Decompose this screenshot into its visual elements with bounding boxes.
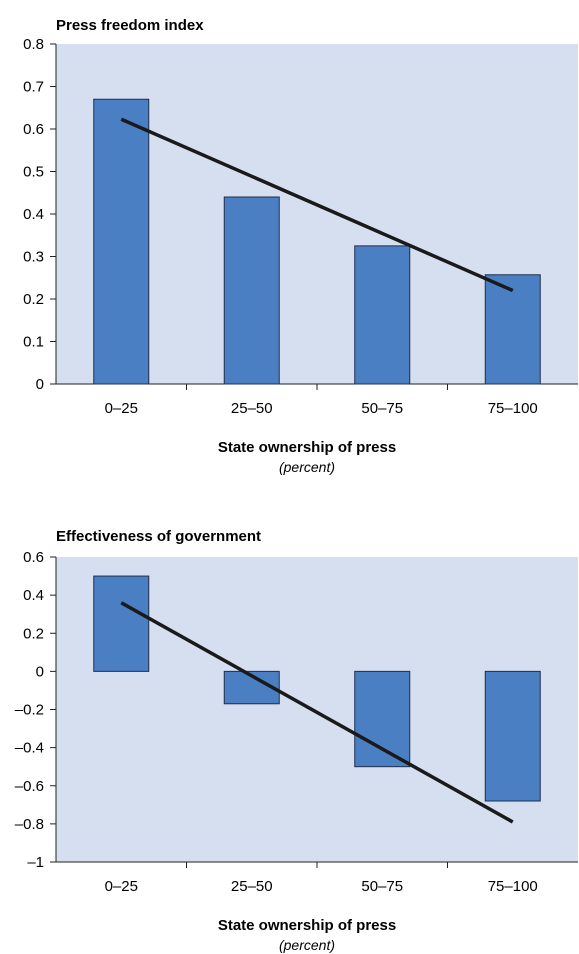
- bar: [93, 575, 150, 672]
- x-tick-label: 75–100: [488, 878, 538, 895]
- bar: [354, 245, 411, 385]
- x-axis-title: State ownership of press: [218, 917, 396, 934]
- y-tick-label: –1: [27, 854, 44, 871]
- y-tick-label: 0.2: [23, 625, 44, 642]
- x-tick-label: 50–75: [361, 878, 403, 895]
- x-tick-label: 0–25: [105, 400, 138, 417]
- x-axis-title: State ownership of press: [218, 439, 396, 456]
- y-tick-label: –0.2: [15, 702, 44, 719]
- y-tick-label: 0.7: [23, 79, 44, 96]
- x-tick-label: 25–50: [231, 878, 273, 895]
- trend-line: [120, 117, 514, 293]
- y-tick-label: 0.3: [23, 249, 44, 266]
- y-tick-label: 0: [36, 376, 44, 393]
- bar: [354, 670, 411, 768]
- y-tick-label: 0.2: [23, 291, 44, 308]
- chart-2: Effectiveness of government –1 –0.8 –0.6 –0.…: [15, 528, 578, 953]
- bar: [223, 196, 280, 385]
- x-tick-label: 0–25: [105, 878, 138, 895]
- bar: [93, 98, 150, 385]
- y-tick-label: –0.6: [15, 778, 44, 795]
- bar: [484, 274, 541, 385]
- x-axis-subtitle: (percent): [279, 937, 335, 953]
- y-tick-label: 0.4: [23, 206, 44, 223]
- chart-1: Press freedom index 0 0.1 0.2 0.3 0.4 0.5 0.6 0.…: [23, 17, 578, 475]
- y-tick-label: 0.6: [23, 549, 44, 566]
- trend-line: [120, 601, 514, 824]
- x-tick-label: 25–50: [231, 400, 273, 417]
- y-tick-label: 0.1: [23, 334, 44, 351]
- x-tick-label: 50–75: [361, 400, 403, 417]
- x-axis-subtitle: (percent): [279, 459, 335, 475]
- bar: [484, 670, 541, 802]
- y-tick-label: 0.4: [23, 587, 44, 604]
- y-tick-label: 0.5: [23, 164, 44, 181]
- y-tick-label: 0: [36, 663, 44, 680]
- chart-title: Press freedom index: [56, 17, 204, 34]
- y-tick-label: 0.6: [23, 121, 44, 138]
- x-tick-label: 75–100: [488, 400, 538, 417]
- y-tick-label: –0.4: [15, 740, 44, 757]
- y-tick-label: 0.8: [23, 36, 44, 53]
- y-tick-label: –0.8: [15, 816, 44, 833]
- chart-title: Effectiveness of government: [56, 528, 261, 545]
